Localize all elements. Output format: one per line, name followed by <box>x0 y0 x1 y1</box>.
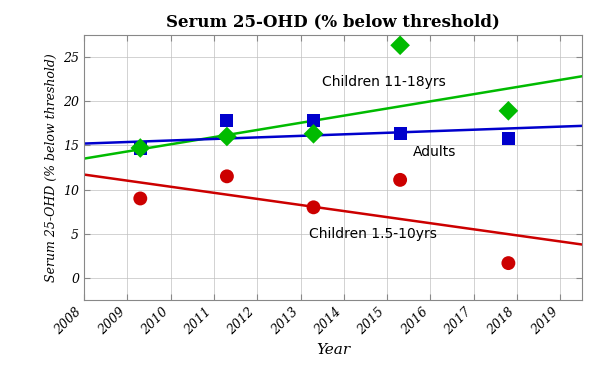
Point <box>309 131 319 137</box>
Point <box>222 134 232 140</box>
Point <box>309 117 319 124</box>
Y-axis label: Serum 25-OHD (% below threshold): Serum 25-OHD (% below threshold) <box>44 53 58 282</box>
Point <box>136 145 145 151</box>
Text: Children 1.5-10yrs: Children 1.5-10yrs <box>309 227 437 241</box>
Point <box>395 177 405 183</box>
Point <box>395 131 405 137</box>
Point <box>222 173 232 179</box>
Point <box>503 108 513 114</box>
Point <box>222 117 232 124</box>
Text: Children 11-18yrs: Children 11-18yrs <box>322 75 446 89</box>
Text: Adults: Adults <box>413 144 457 159</box>
Point <box>503 260 513 266</box>
X-axis label: Year: Year <box>316 343 350 357</box>
Point <box>309 204 319 210</box>
Point <box>503 135 513 141</box>
Title: Serum 25-OHD (% below threshold): Serum 25-OHD (% below threshold) <box>166 13 500 30</box>
Point <box>136 196 145 202</box>
Point <box>395 42 405 49</box>
Point <box>136 145 145 151</box>
